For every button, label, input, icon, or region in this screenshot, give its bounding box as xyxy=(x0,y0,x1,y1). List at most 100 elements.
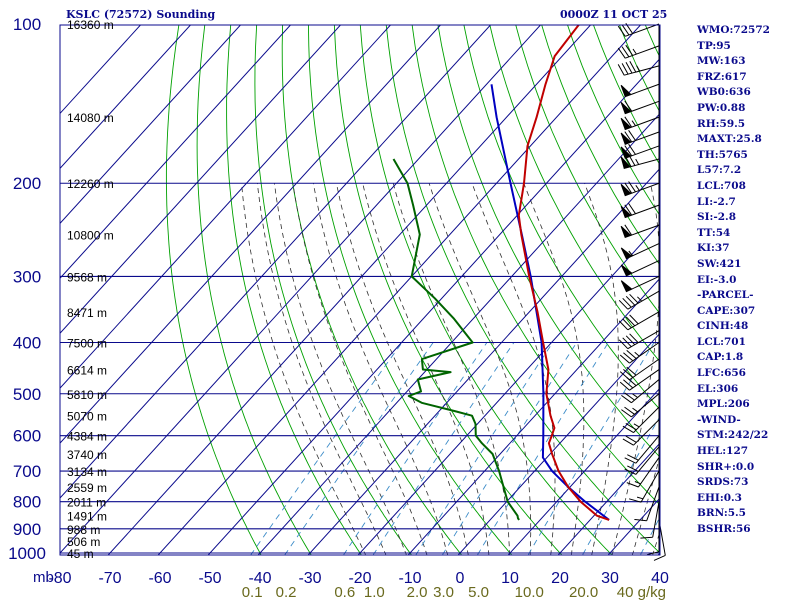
height-label: 6614 m xyxy=(67,364,107,378)
isotherm-line xyxy=(407,277,660,555)
isotherm-line xyxy=(60,25,192,170)
indices-panel: WMO:72572 TP:95 MW:163 FRZ:617 WB0:636 PW:0.8… xyxy=(697,23,770,538)
index-value: MW:163 xyxy=(697,55,746,68)
mixing-ratio-line xyxy=(476,342,609,555)
moist-adiabat-line xyxy=(313,183,449,555)
wind-barb xyxy=(622,419,660,446)
wind-barb xyxy=(624,435,660,464)
mixing-ratio-label: 0.2 xyxy=(276,584,297,600)
temperature-tick-label: -40 xyxy=(248,570,271,587)
height-label: 5070 m xyxy=(67,410,107,424)
index-value: L57:7.2 xyxy=(697,164,742,177)
dry-adiabat-line xyxy=(463,25,660,411)
isotherm-line xyxy=(60,25,142,115)
height-label: 8471 m xyxy=(67,306,107,320)
index-value: EL:306 xyxy=(697,382,739,395)
moist-adiabat-line xyxy=(362,183,490,555)
isotherm-line xyxy=(60,25,442,444)
height-label: 14080 m xyxy=(67,111,114,125)
temperature-tick-label: 0 xyxy=(456,570,465,587)
index-value: -PARCEL- xyxy=(697,289,754,302)
dry-adiabat-line xyxy=(165,25,262,555)
index-value: BSHR:56 xyxy=(697,523,751,535)
temperature-tick-label: -30 xyxy=(298,570,321,587)
isotherm-line xyxy=(60,25,392,389)
dry-adiabat-line xyxy=(196,25,312,555)
pressure-tick-label: 1000 xyxy=(8,544,46,563)
height-label: 3134 m xyxy=(67,465,107,479)
temperature-tick-label: -80 xyxy=(48,570,71,587)
pressure-tick-label: 300 xyxy=(13,267,41,286)
mixing-ratio-line xyxy=(441,342,578,555)
mixing-ratio-label: 0.6 xyxy=(334,584,355,600)
index-value: FRZ:617 xyxy=(697,70,747,83)
wind-barb xyxy=(619,358,660,381)
dry-adiabat-line xyxy=(489,25,660,363)
wind-barb xyxy=(628,470,660,503)
isotherm-line xyxy=(307,167,660,555)
index-value: TP:95 xyxy=(697,39,731,52)
index-value: MAXT:25.8 xyxy=(697,133,762,146)
height-label: 3740 m xyxy=(67,448,107,462)
wind-barb xyxy=(620,154,660,170)
mixing-ratio-line xyxy=(582,415,660,555)
mixing-ratio-label: 5.0 xyxy=(468,584,489,600)
wind-barb xyxy=(640,501,660,539)
pressure-tick-label: 200 xyxy=(13,174,41,193)
isotherms xyxy=(60,25,660,555)
pressure-tick-label: 900 xyxy=(13,520,41,539)
mixing-ratio-line xyxy=(415,342,554,555)
pressure-tick-label: 400 xyxy=(13,333,41,352)
dry-adiabat-line xyxy=(307,25,513,555)
mixing-ratio-line xyxy=(250,342,403,555)
dry-adiabat-line xyxy=(411,25,660,506)
isotherm-line xyxy=(257,112,660,555)
height-label: 12260 m xyxy=(67,177,114,191)
wind-barb xyxy=(620,130,660,145)
mixing-ratio-label: 1.0 xyxy=(364,584,385,600)
isotherm-line xyxy=(60,25,292,280)
index-value: EI:-3.0 xyxy=(697,273,737,286)
index-value: CINH:48 xyxy=(697,320,749,333)
mixing-ratio-label: 40 g/kg xyxy=(617,584,666,600)
mixing-ratio-label: 0.1 xyxy=(242,584,263,600)
index-value: LI:-2.7 xyxy=(697,195,736,208)
index-value: RH:59.5 xyxy=(697,117,746,130)
moist-adiabat-line xyxy=(241,183,367,555)
index-value: WB0:636 xyxy=(697,86,751,99)
isotherm-line xyxy=(457,332,660,555)
dry-adiabat-line xyxy=(226,25,362,555)
temperature-tick-label: 40 xyxy=(651,570,669,587)
dry-adiabat-line xyxy=(515,25,660,315)
moist-adiabats xyxy=(241,183,660,555)
mixing-ratio-label: 10.0 xyxy=(515,584,544,600)
index-value: CAPE:307 xyxy=(697,304,756,317)
wind-barb xyxy=(617,23,660,37)
temperature-trace xyxy=(517,25,610,521)
wind-barb xyxy=(618,330,660,350)
isobars xyxy=(60,182,660,554)
mixing-ratio-line xyxy=(284,342,434,555)
wind-barb xyxy=(621,393,660,418)
wind-barb xyxy=(624,446,660,475)
wind-barb xyxy=(617,61,660,76)
pressure-tick-label: 500 xyxy=(13,385,41,404)
dry-adiabat-line xyxy=(437,25,660,458)
moist-adiabat-line xyxy=(471,183,556,555)
wind-barb xyxy=(620,83,660,98)
temperature-tick-label: -20 xyxy=(348,570,371,587)
mixing-ratio-label: 20.0 xyxy=(569,584,598,600)
moist-adiabat-line xyxy=(392,183,510,555)
moist-adiabat-line xyxy=(584,183,619,555)
wind-barb xyxy=(619,342,660,364)
isotherm-line xyxy=(60,25,492,499)
chart-title: KSLC (72572) Sounding xyxy=(66,8,216,21)
temperature-tick-label: -60 xyxy=(148,570,171,587)
height-label: 16360 m xyxy=(67,18,114,32)
moist-adiabat-line xyxy=(428,183,532,555)
wind-barb xyxy=(620,116,660,131)
temperature-tick-label: -10 xyxy=(398,570,421,587)
pressure-tick-label: 800 xyxy=(13,493,41,512)
sounding-traces xyxy=(392,25,610,521)
